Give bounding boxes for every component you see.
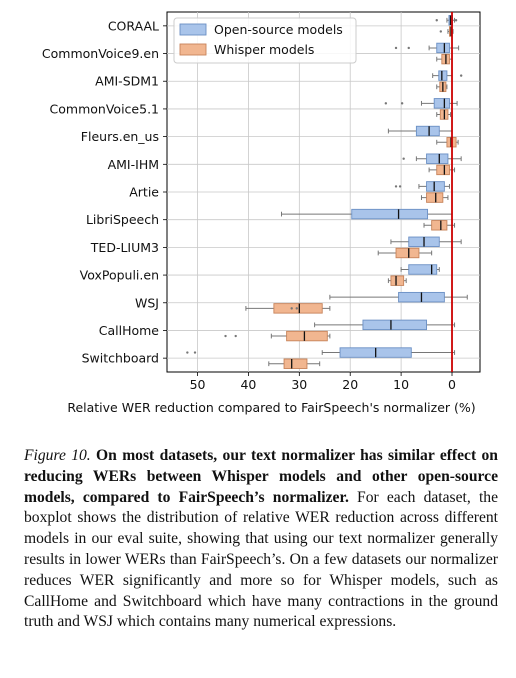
outlier-point bbox=[454, 19, 458, 22]
y-tick-label: Artie bbox=[129, 185, 159, 200]
box-whisper bbox=[436, 81, 448, 93]
box-iqr bbox=[426, 192, 444, 203]
y-tick-label: LibriSpeech bbox=[86, 212, 159, 227]
outlier-point bbox=[224, 334, 227, 338]
outlier-point bbox=[407, 46, 410, 50]
box-iqr bbox=[426, 181, 445, 192]
x-tick-label: 0 bbox=[448, 377, 456, 392]
legend-label: Open-source models bbox=[214, 22, 343, 37]
outlier-point bbox=[394, 185, 398, 188]
outlier-point bbox=[290, 307, 293, 310]
box-open-source bbox=[400, 264, 440, 275]
box-iqr bbox=[273, 303, 323, 314]
box-iqr bbox=[436, 42, 450, 54]
y-tick-label: CallHome bbox=[99, 323, 160, 338]
box-iqr bbox=[415, 125, 440, 137]
box-whisper bbox=[245, 303, 331, 314]
box-open-source bbox=[435, 15, 458, 26]
outlier-point bbox=[400, 102, 404, 105]
y-tick-label: AMI-IHM bbox=[108, 157, 159, 172]
box-iqr bbox=[431, 220, 448, 231]
box-open-source bbox=[384, 98, 458, 109]
box-open-source bbox=[394, 42, 460, 54]
box-open-source bbox=[186, 347, 456, 358]
legend-label: Whisper models bbox=[214, 42, 314, 57]
box-whisper bbox=[436, 109, 451, 120]
box-iqr bbox=[390, 275, 405, 286]
y-tick-label: WSJ bbox=[135, 295, 159, 310]
box-iqr bbox=[438, 70, 448, 81]
axes: 50 40 30 20 10 0 CORAAL CommonVoice9.en AMI-SDM1… bbox=[42, 18, 456, 392]
legend-swatch bbox=[179, 23, 207, 36]
gridlines bbox=[167, 12, 480, 372]
box-iqr bbox=[283, 358, 308, 369]
x-tick-label: 40 bbox=[240, 377, 256, 392]
box-whisper bbox=[436, 53, 453, 65]
x-axis-label: Relative WER reduction compared to FairS… bbox=[67, 400, 475, 415]
y-tick-label: Fleurs.en_us bbox=[81, 129, 159, 144]
outlier-point bbox=[394, 46, 398, 50]
boxplot-chart: 50 40 30 20 10 0 CORAAL CommonVoice9.en AMI-SDM1… bbox=[42, 11, 481, 415]
y-tick-label: VoxPopuli.en bbox=[80, 268, 159, 283]
box-iqr bbox=[426, 153, 449, 164]
box-open-source bbox=[394, 181, 450, 192]
box-open-source bbox=[329, 291, 468, 303]
outlier-point bbox=[439, 30, 443, 33]
box-iqr bbox=[408, 264, 438, 275]
x-tick-label: 20 bbox=[342, 377, 358, 392]
y-tick-label: CommonVoice5.1 bbox=[50, 101, 159, 116]
outlier-point bbox=[402, 157, 405, 160]
x-tick-label: 10 bbox=[393, 377, 409, 392]
outlier-point bbox=[398, 185, 402, 188]
box-open-source bbox=[314, 319, 456, 331]
caption-body: For each dataset, the boxplot shows the … bbox=[24, 488, 498, 631]
box-iqr bbox=[436, 164, 450, 176]
y-tick-label: Switchboard bbox=[82, 351, 159, 366]
legend: Open-source models Whisper models bbox=[173, 17, 357, 64]
outlier-point bbox=[435, 19, 438, 22]
x-tick-label: 50 bbox=[190, 377, 206, 392]
box-iqr bbox=[395, 247, 420, 259]
box-iqr bbox=[286, 330, 328, 342]
outlier-point bbox=[193, 351, 197, 354]
box-open-source bbox=[402, 153, 462, 164]
outlier-point bbox=[384, 102, 388, 105]
legend-frame bbox=[173, 17, 357, 64]
y-tick-label: CORAAL bbox=[108, 18, 159, 33]
y-tick-label: CommonVoice9.en bbox=[42, 46, 159, 61]
box-open-source bbox=[281, 208, 453, 220]
outlier-point bbox=[234, 334, 237, 338]
caption-label: Figure 10. bbox=[24, 447, 91, 464]
x-tick-label: 30 bbox=[291, 377, 307, 392]
y-tick-label: TED-LIUM3 bbox=[90, 240, 159, 255]
box-whisper bbox=[428, 164, 456, 176]
box-whisper bbox=[268, 358, 321, 369]
figure-caption: Figure 10. On most datasets, our text no… bbox=[24, 446, 498, 633]
box-whisper bbox=[420, 192, 449, 203]
box-iqr bbox=[351, 208, 429, 220]
outlier-point bbox=[186, 351, 189, 354]
box-open-source bbox=[387, 125, 453, 137]
box-iqr bbox=[362, 319, 428, 331]
outlier-point bbox=[459, 74, 463, 77]
box-whisper bbox=[377, 247, 433, 259]
box-whisper bbox=[423, 220, 456, 231]
box-whisper bbox=[224, 330, 331, 342]
boxes bbox=[186, 15, 468, 369]
y-tick-label: AMI-SDM1 bbox=[95, 74, 159, 89]
outlier-point bbox=[295, 307, 298, 310]
box-open-source bbox=[390, 236, 462, 247]
caption-bold: On most datasets, our text normalizer ha… bbox=[24, 447, 498, 506]
box-whisper bbox=[436, 137, 459, 148]
legend-swatch bbox=[179, 43, 207, 56]
box-open-source bbox=[432, 70, 463, 81]
box-whisper bbox=[387, 275, 407, 286]
box-whisper bbox=[439, 26, 454, 37]
box-iqr bbox=[433, 98, 450, 109]
